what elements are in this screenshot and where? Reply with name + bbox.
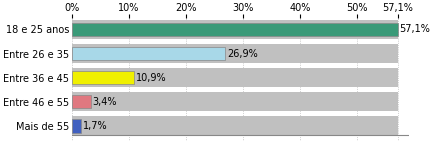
Bar	[72, 92, 397, 111]
Text: 3,4%: 3,4%	[93, 97, 117, 107]
Bar	[72, 119, 81, 133]
Bar	[72, 20, 397, 39]
Text: 26,9%: 26,9%	[227, 49, 258, 59]
Text: 1,7%: 1,7%	[83, 121, 108, 131]
Bar	[72, 44, 397, 63]
Text: 57,1%: 57,1%	[399, 24, 430, 34]
Bar	[72, 95, 91, 108]
Bar	[72, 47, 225, 60]
Bar	[72, 68, 397, 87]
Bar	[72, 71, 134, 84]
Bar	[72, 23, 397, 36]
Bar	[72, 116, 397, 136]
Text: 10,9%: 10,9%	[136, 73, 166, 83]
